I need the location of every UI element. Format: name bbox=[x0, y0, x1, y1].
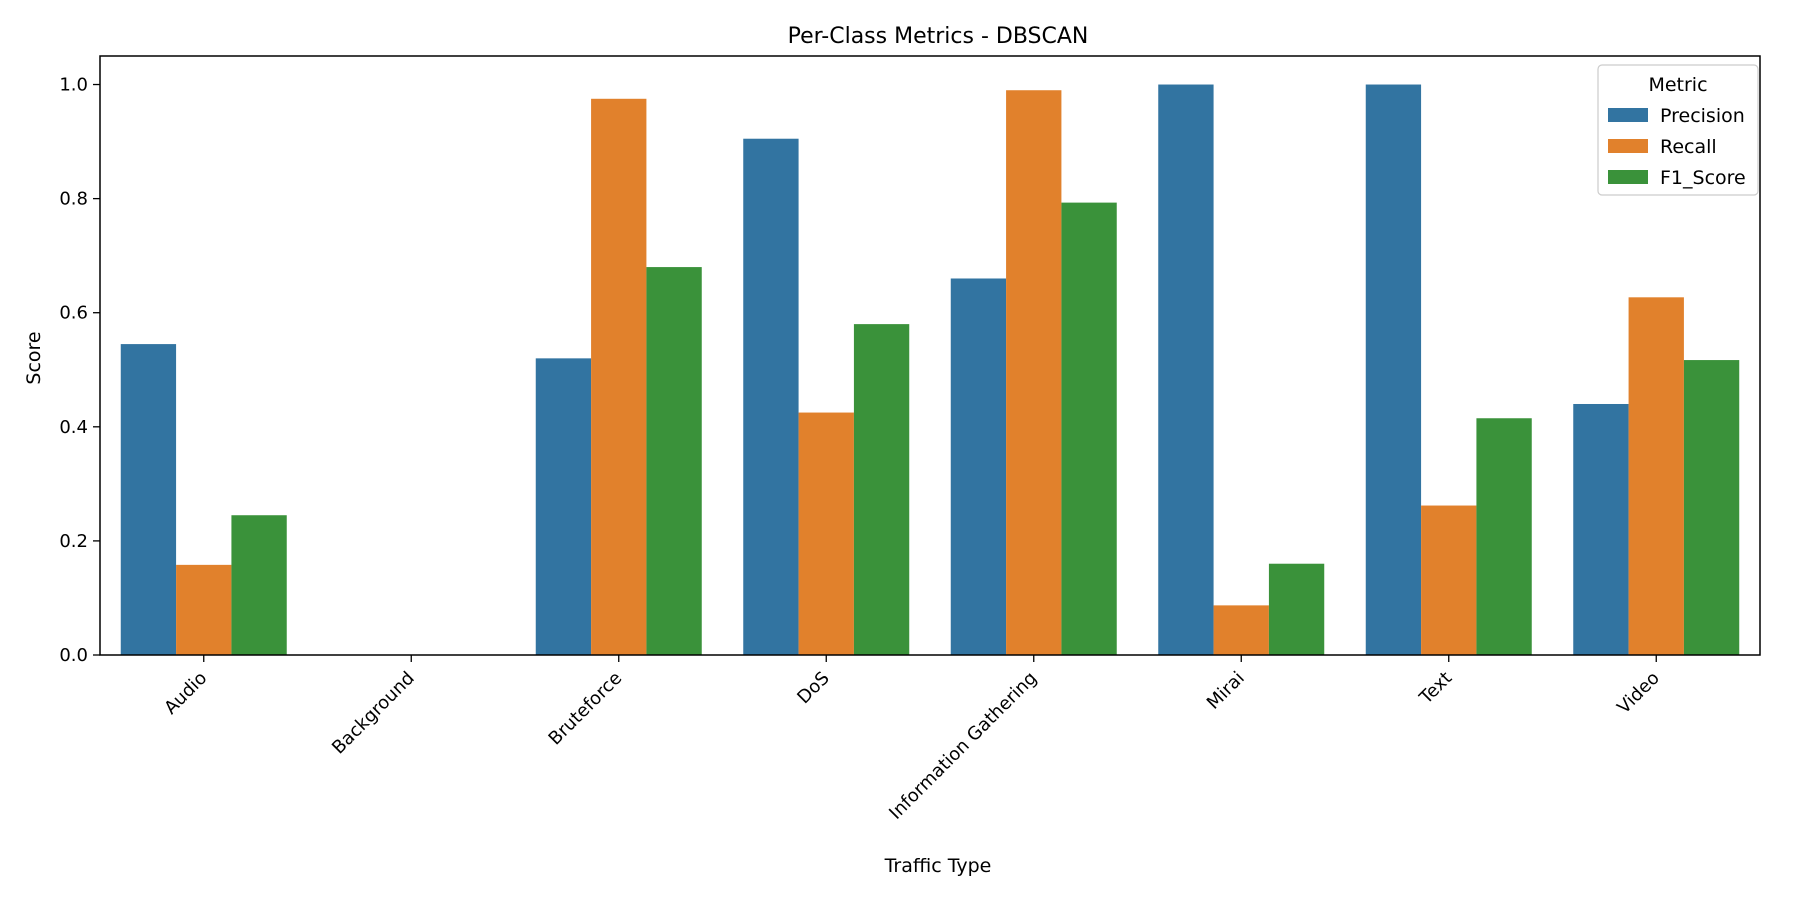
y-tick-label: 0.4 bbox=[59, 417, 88, 438]
bar-recall-video bbox=[1628, 297, 1684, 655]
x-tick-label-audio: Audio bbox=[160, 668, 211, 719]
bar-f1-score-audio bbox=[231, 515, 287, 655]
bar-f1-score-information-gathering bbox=[1061, 202, 1117, 656]
legend-swatch-precision bbox=[1608, 108, 1648, 122]
bar-f1-score-video bbox=[1683, 360, 1740, 655]
bar-recall-bruteforce bbox=[591, 98, 647, 656]
x-tick-label-text: Text bbox=[1415, 668, 1456, 709]
legend-title: Metric bbox=[1648, 74, 1707, 96]
bar-recall-information-gathering bbox=[1006, 90, 1062, 656]
y-tick-label: 0.6 bbox=[59, 303, 88, 324]
legend-swatch-recall bbox=[1608, 139, 1648, 153]
bar-f1-score-bruteforce bbox=[646, 267, 702, 655]
bars-group bbox=[120, 84, 1740, 656]
x-tick-label-video: Video bbox=[1613, 668, 1664, 719]
y-axis-label: Score bbox=[23, 331, 45, 384]
x-tick-label-background: Background bbox=[328, 668, 419, 759]
plot-frame bbox=[99, 55, 1761, 656]
bar-recall-dos bbox=[798, 412, 854, 655]
legend-label-recall: Recall bbox=[1660, 136, 1717, 158]
bar-recall-text bbox=[1421, 505, 1477, 655]
chart-title: Per-Class Metrics - DBSCAN bbox=[788, 24, 1089, 49]
bar-precision-mirai bbox=[1158, 84, 1214, 655]
bar-f1-score-mirai bbox=[1268, 563, 1325, 655]
x-axis: Audio Background Bruteforce DoS Information … bbox=[160, 655, 1664, 824]
legend-box bbox=[1597, 64, 1759, 196]
bar-f1-score-dos bbox=[853, 324, 910, 655]
bar-recall-mirai bbox=[1213, 605, 1269, 655]
legend-label-f1-score: F1_Score bbox=[1660, 167, 1746, 189]
bar-f1-score-text bbox=[1476, 418, 1532, 655]
x-axis-label: Traffic Type bbox=[884, 855, 992, 877]
bar-precision-information-gathering bbox=[950, 278, 1007, 655]
x-tick-label-information-gathering: Information Gathering bbox=[885, 668, 1041, 824]
legend-swatch-f1-score bbox=[1608, 170, 1648, 184]
legend: Metric Precision Recall F1_Score bbox=[1597, 64, 1759, 196]
y-tick-label: 0.2 bbox=[59, 531, 88, 552]
x-tick-label-dos: DoS bbox=[793, 668, 834, 709]
bar-precision-audio bbox=[120, 344, 177, 655]
bar-precision-text bbox=[1365, 84, 1422, 655]
x-tick-label-bruteforce: Bruteforce bbox=[545, 668, 627, 750]
y-axis: 0.0 0.2 0.4 0.6 0.8 1.0 bbox=[59, 75, 100, 666]
y-tick-label: 0.0 bbox=[59, 645, 88, 666]
bar-recall-audio bbox=[176, 564, 232, 655]
bar-precision-bruteforce bbox=[535, 358, 592, 655]
y-tick-label: 1.0 bbox=[59, 75, 88, 96]
x-tick-label-mirai: Mirai bbox=[1203, 668, 1249, 714]
legend-label-precision: Precision bbox=[1660, 105, 1745, 127]
bar-precision-video bbox=[1573, 403, 1629, 655]
y-tick-label: 0.8 bbox=[59, 189, 88, 210]
bar-precision-dos bbox=[743, 138, 799, 656]
